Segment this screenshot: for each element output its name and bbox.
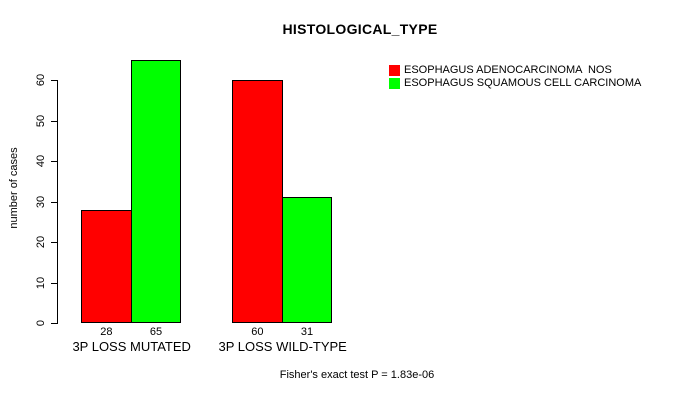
legend-swatch-green: [389, 78, 400, 89]
y-axis-tick: [51, 80, 57, 81]
y-axis-tick-label: 20: [35, 235, 47, 249]
y-axis-tick: [51, 242, 57, 243]
bar-value-label: 28: [100, 326, 113, 338]
bar-green-group2: [281, 197, 333, 323]
y-axis-tick: [51, 323, 57, 324]
x-axis-category-label: 3P LOSS MUTATED: [72, 339, 191, 354]
y-axis-tick: [51, 201, 57, 203]
y-axis-tick-label: 10: [35, 276, 47, 289]
y-axis-tick: [51, 282, 57, 284]
y-axis-line: [57, 80, 58, 324]
y-axis-tick: [51, 120, 57, 122]
bar-green-group1: [130, 59, 182, 323]
legend-item: ESOPHAGUS ADENOCARCINOMA NOS: [389, 64, 641, 77]
y-axis-tick-label: 30: [35, 195, 47, 208]
legend: ESOPHAGUS ADENOCARCINOMA NOS ESOPHAGUS SQ…: [389, 64, 641, 90]
fisher-test-annotation: Fisher's exact test P = 1.83e-06: [279, 369, 435, 381]
bar-value-label: 31: [300, 326, 314, 338]
legend-item: ESOPHAGUS SQUAMOUS CELL CARCINOMA: [389, 77, 641, 90]
bar-red-group1: [81, 209, 132, 323]
legend-label: ESOPHAGUS ADENOCARCINOMA NOS: [404, 64, 612, 76]
bar-red-group2: [232, 80, 283, 323]
chart-title: HISTOLOGICAL_TYPE: [282, 21, 438, 37]
x-axis-category-label: 3P LOSS WILD-TYPE: [218, 339, 347, 354]
legend-label: ESOPHAGUS SQUAMOUS CELL CARCINOMA: [404, 77, 642, 89]
bar-value-label: 65: [149, 326, 163, 338]
y-axis-tick: [51, 161, 57, 162]
legend-swatch-red: [389, 65, 400, 76]
y-axis-tick-label: 40: [35, 154, 47, 168]
y-axis-tick-label: 60: [35, 73, 47, 87]
y-axis-tick-label: 0: [35, 319, 47, 327]
y-axis-tick-label: 50: [35, 114, 47, 127]
bar-value-label: 60: [251, 326, 264, 338]
